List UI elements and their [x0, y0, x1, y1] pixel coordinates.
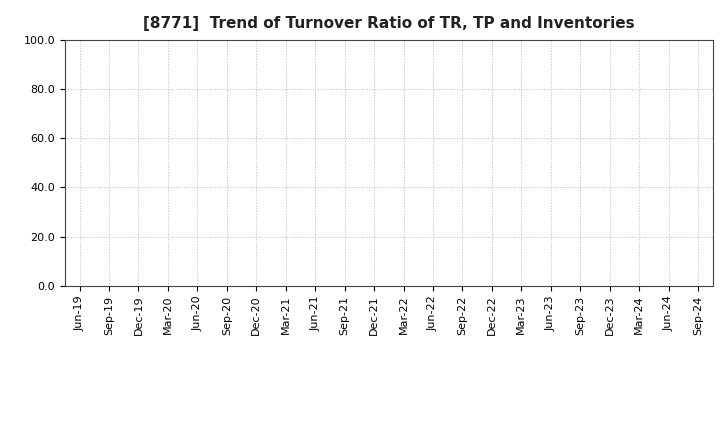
- Title: [8771]  Trend of Turnover Ratio of TR, TP and Inventories: [8771] Trend of Turnover Ratio of TR, TP…: [143, 16, 634, 32]
